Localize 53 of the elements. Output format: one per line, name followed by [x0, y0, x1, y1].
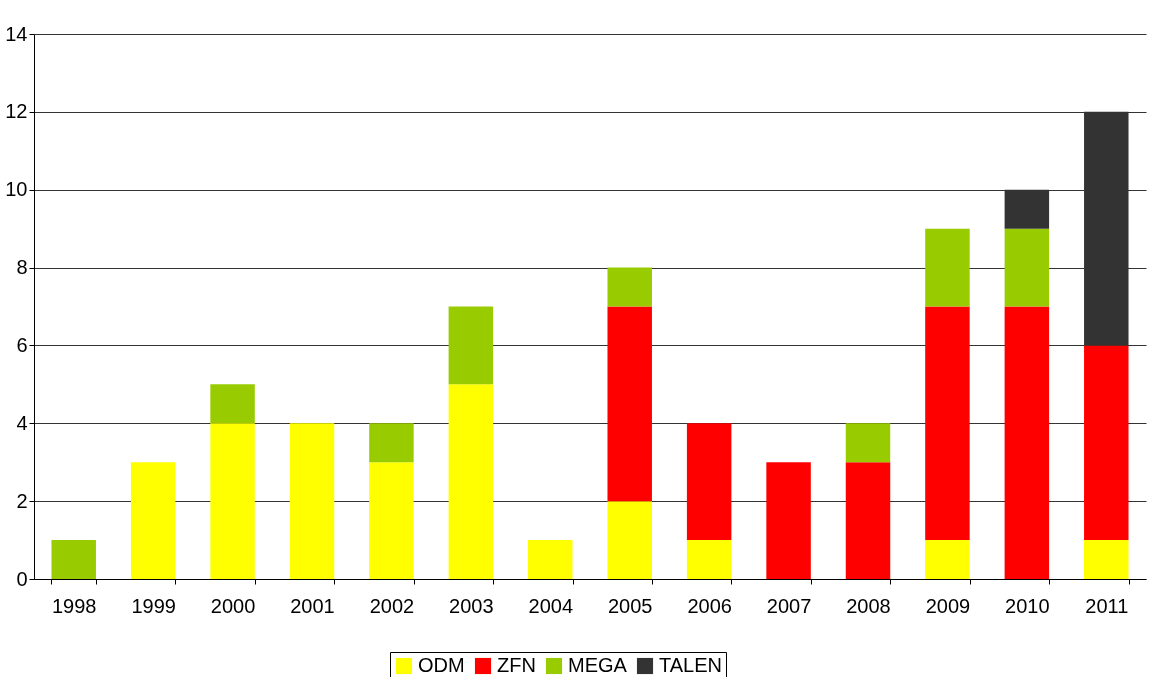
bar: [925, 306, 970, 541]
bar: [1004, 189, 1050, 229]
x-tick-label: 2003: [449, 594, 494, 617]
bar: [210, 384, 255, 424]
y-tick-label: 6: [16, 333, 28, 356]
bar: [1004, 228, 1050, 307]
bar: [448, 306, 494, 385]
bar: [1084, 111, 1129, 346]
bar: [686, 540, 732, 579]
y-tick-label: 0: [16, 567, 28, 590]
x-tick-label: 2009: [925, 594, 971, 617]
bar: [607, 306, 652, 502]
bar: [766, 462, 811, 579]
bar: [607, 267, 652, 307]
x-tick-label: 2010: [1005, 594, 1050, 617]
bar: [369, 462, 414, 579]
bar: [369, 423, 414, 463]
bar: [51, 540, 96, 579]
bar: [528, 540, 573, 579]
x-tick-label: 2004: [528, 594, 574, 617]
y-tick-label: 12: [5, 100, 28, 123]
x-tick-label: 2001: [290, 594, 335, 617]
legend-label: MEGA: [568, 654, 628, 676]
bar: [686, 423, 732, 541]
x-tick-label: 2005: [607, 594, 653, 617]
bar: [1084, 540, 1129, 579]
bar: [607, 501, 652, 579]
y-tick-label: 2: [16, 489, 28, 512]
y-tick-label: 4: [16, 411, 28, 434]
x-tick-label: 2008: [846, 594, 891, 617]
x-tick-label: 1999: [131, 594, 176, 617]
bar: [845, 462, 891, 579]
bar: [130, 462, 176, 579]
bar: [210, 423, 255, 579]
legend-label: ODM: [418, 654, 465, 676]
bar: [845, 423, 891, 463]
bar: [925, 540, 970, 579]
x-tick-label: 2002: [369, 594, 415, 617]
x-tick-label: 2007: [766, 594, 812, 617]
bar: [1004, 306, 1050, 579]
x-tick-label: 1998: [51, 594, 97, 617]
legend-label: TALEN: [659, 654, 722, 676]
y-tick-label: 14: [5, 22, 28, 45]
bar: [925, 228, 970, 307]
bar: [1084, 345, 1129, 541]
x-tick-label: 2011: [1085, 594, 1129, 617]
bar: [289, 423, 335, 579]
y-tick-label: 10: [5, 178, 28, 201]
y-tick-label: 8: [16, 256, 28, 279]
legend-label: ZFN: [497, 654, 536, 676]
x-tick-label: 2000: [210, 594, 256, 617]
x-tick-label: 2006: [687, 594, 732, 617]
bar: [448, 384, 494, 579]
